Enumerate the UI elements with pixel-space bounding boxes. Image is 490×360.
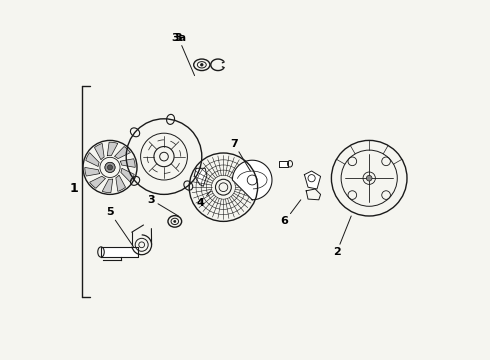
Polygon shape bbox=[116, 175, 125, 192]
Text: 4: 4 bbox=[196, 191, 211, 208]
Circle shape bbox=[367, 175, 372, 181]
Text: 2: 2 bbox=[333, 216, 351, 257]
Polygon shape bbox=[101, 247, 138, 257]
Polygon shape bbox=[120, 159, 135, 167]
Text: 1: 1 bbox=[70, 183, 78, 195]
Polygon shape bbox=[86, 153, 99, 166]
Circle shape bbox=[200, 63, 203, 66]
Polygon shape bbox=[121, 168, 134, 182]
Circle shape bbox=[174, 220, 176, 222]
Polygon shape bbox=[279, 161, 288, 167]
Text: 7: 7 bbox=[230, 139, 250, 171]
Polygon shape bbox=[90, 176, 105, 188]
Polygon shape bbox=[85, 167, 100, 176]
Polygon shape bbox=[304, 171, 320, 189]
Text: 3: 3 bbox=[147, 195, 178, 216]
Polygon shape bbox=[107, 142, 118, 156]
Circle shape bbox=[107, 165, 113, 170]
Polygon shape bbox=[195, 168, 207, 186]
Polygon shape bbox=[232, 160, 272, 200]
Polygon shape bbox=[95, 143, 104, 160]
Text: 6: 6 bbox=[281, 200, 301, 226]
Text: 5: 5 bbox=[106, 207, 133, 247]
Circle shape bbox=[105, 162, 115, 172]
Text: 3: 3 bbox=[174, 33, 182, 43]
Polygon shape bbox=[115, 147, 130, 159]
Polygon shape bbox=[102, 179, 113, 193]
Text: 3a: 3a bbox=[171, 33, 195, 76]
